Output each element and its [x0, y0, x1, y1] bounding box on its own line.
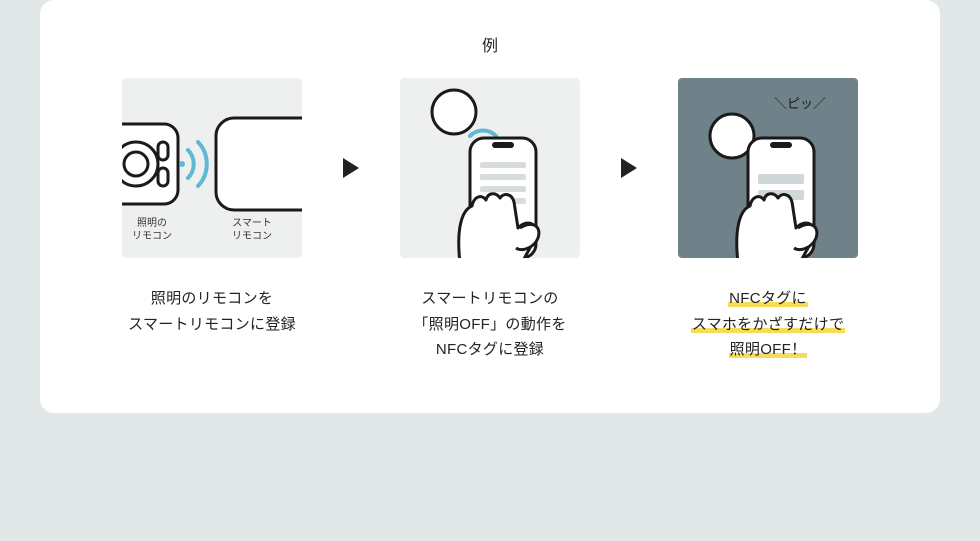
- caption-line-highlight: NFCタグに: [728, 290, 808, 307]
- caption-line: 「照明OFF」の動作を: [413, 316, 566, 333]
- arrow-icon: [621, 158, 637, 178]
- caption-line: スマートリモコンに登録: [128, 316, 296, 333]
- step-2-panel: [400, 78, 580, 258]
- sound-text: ＼ピッ／: [774, 96, 826, 111]
- info-card: 例 照明の リモコン ス: [40, 0, 940, 413]
- step-3-panel: ＼ピッ／: [678, 78, 858, 258]
- step-1-panel: 照明の リモコン スマート リモコン: [122, 78, 302, 258]
- nfc-register-illustration: [400, 78, 580, 258]
- step-3-caption: NFCタグに スマホをかざすだけで 照明OFF！: [691, 286, 846, 363]
- caption-line: スマートリモコンの: [421, 290, 558, 307]
- step-1-caption: 照明のリモコンを スマートリモコンに登録: [128, 286, 296, 337]
- step-1: 照明の リモコン スマート リモコン 照明のリモコンを スマートリモコンに登録: [107, 78, 317, 337]
- step1-label-right: スマート リモコン: [232, 218, 272, 243]
- caption-line-highlight: 照明OFF！: [729, 341, 808, 358]
- step-3: ＼ピッ／ NFCタグに スマホをかざすだけで 照明OFF！: [663, 78, 873, 363]
- step1-label-left: 照明の リモコン: [132, 218, 172, 243]
- caption-line-highlight: スマホをかざすだけで: [691, 316, 846, 333]
- card-title: 例: [80, 32, 900, 56]
- caption-line: NFCタグに登録: [436, 341, 544, 358]
- step-2: スマートリモコンの 「照明OFF」の動作を NFCタグに登録: [385, 78, 595, 363]
- step-2-caption: スマートリモコンの 「照明OFF」の動作を NFCタグに登録: [413, 286, 566, 363]
- nfc-tap-illustration: ＼ピッ／: [678, 78, 858, 258]
- arrow-icon: [343, 158, 359, 178]
- steps-row: 照明の リモコン スマート リモコン 照明のリモコンを スマートリモコンに登録: [80, 78, 900, 363]
- caption-line: 照明のリモコンを: [151, 290, 273, 307]
